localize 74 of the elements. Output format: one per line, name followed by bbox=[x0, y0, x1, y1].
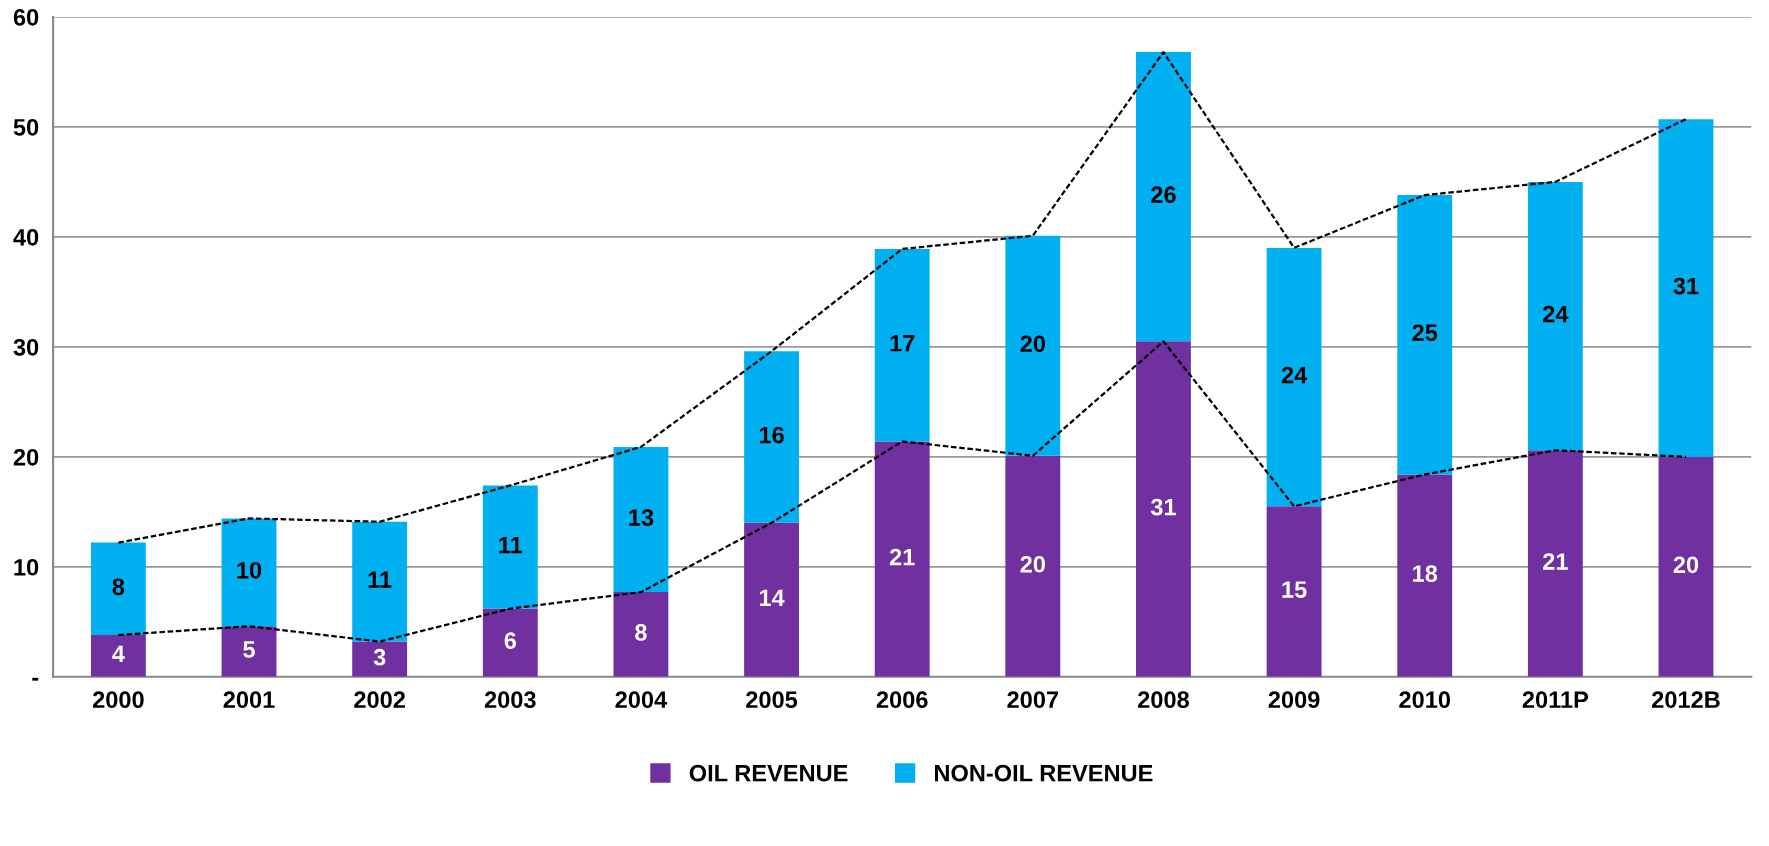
data-label: 15 bbox=[1282, 581, 1307, 598]
bar bbox=[221, 518, 277, 627]
data-label: 20 bbox=[1020, 335, 1045, 353]
bar bbox=[482, 608, 538, 677]
bar bbox=[1266, 506, 1322, 677]
bar bbox=[744, 351, 799, 523]
bar bbox=[1658, 119, 1714, 457]
data-label: 18 bbox=[1413, 565, 1438, 582]
x-tick-label: 2006 bbox=[876, 691, 928, 709]
bar bbox=[352, 641, 408, 677]
x-tick-label: 2001 bbox=[223, 691, 275, 709]
bar bbox=[1005, 455, 1061, 677]
x-tick-label: 2012B bbox=[1652, 691, 1720, 709]
data-label: 25 bbox=[1412, 324, 1438, 342]
bar bbox=[352, 521, 408, 642]
x-tick-label: 2011P bbox=[1522, 691, 1589, 709]
data-label: 21 bbox=[889, 548, 915, 566]
data-label: 26 bbox=[1151, 186, 1176, 204]
bar bbox=[90, 542, 146, 636]
data-label: 20 bbox=[1673, 556, 1699, 574]
bar bbox=[1658, 456, 1714, 677]
data-label: 31 bbox=[1150, 498, 1176, 516]
y-tick-label: - bbox=[32, 677, 39, 681]
y-tick-label: 20 bbox=[13, 448, 39, 466]
bar bbox=[1136, 341, 1191, 677]
bar bbox=[613, 446, 669, 593]
y-tick-label: 10 bbox=[14, 558, 39, 576]
x-tick-label: 2009 bbox=[1268, 691, 1320, 709]
legend-label: NON-OIL REVENUE bbox=[934, 764, 1153, 782]
bar bbox=[1397, 195, 1453, 475]
bar bbox=[1266, 247, 1322, 507]
bar bbox=[1527, 181, 1583, 451]
bar bbox=[1136, 52, 1191, 342]
bar bbox=[1397, 474, 1453, 677]
y-tick-label: 30 bbox=[13, 338, 39, 356]
x-tick-label: 2005 bbox=[746, 691, 798, 709]
data-label: 24 bbox=[1543, 305, 1569, 323]
x-tick-label: 2004 bbox=[615, 691, 668, 709]
bar bbox=[613, 592, 669, 677]
legend-label: OIL REVENUE bbox=[689, 764, 848, 782]
data-label: 14 bbox=[759, 589, 785, 606]
data-label: 20 bbox=[1020, 555, 1045, 573]
data-label: 17 bbox=[890, 335, 915, 352]
data-label: 8 bbox=[635, 624, 647, 641]
x-tick-label: 2000 bbox=[92, 691, 144, 709]
x-tick-label: 2007 bbox=[1007, 691, 1059, 709]
data-label: 16 bbox=[759, 426, 784, 444]
x-tick-label: 2003 bbox=[484, 691, 536, 709]
bar bbox=[874, 441, 930, 677]
x-tick-label: 2010 bbox=[1399, 691, 1451, 709]
y-tick-label: 40 bbox=[13, 228, 39, 246]
bar bbox=[221, 626, 277, 677]
data-label: 21 bbox=[1543, 553, 1568, 570]
data-label: 31 bbox=[1673, 277, 1699, 295]
x-tick-label: 2008 bbox=[1138, 691, 1189, 709]
y-tick-label: 50 bbox=[13, 118, 39, 136]
bar bbox=[482, 485, 538, 609]
bar bbox=[1527, 450, 1583, 677]
data-label: 11 bbox=[499, 536, 523, 554]
y-tick-label: 60 bbox=[13, 8, 39, 26]
x-tick-label: 2002 bbox=[354, 691, 405, 709]
data-label: 11 bbox=[368, 571, 392, 588]
data-label: 13 bbox=[629, 509, 654, 526]
data-label: 6 bbox=[504, 632, 516, 650]
data-label: 3 bbox=[373, 648, 386, 666]
bar bbox=[90, 635, 146, 677]
data-label: 5 bbox=[243, 641, 255, 658]
bar bbox=[1005, 235, 1061, 456]
data-label: 24 bbox=[1281, 366, 1308, 384]
bar bbox=[744, 522, 799, 677]
bar bbox=[874, 248, 930, 442]
data-label: 10 bbox=[237, 561, 262, 579]
data-label: 8 bbox=[112, 578, 125, 596]
data-label: 4 bbox=[112, 645, 125, 663]
